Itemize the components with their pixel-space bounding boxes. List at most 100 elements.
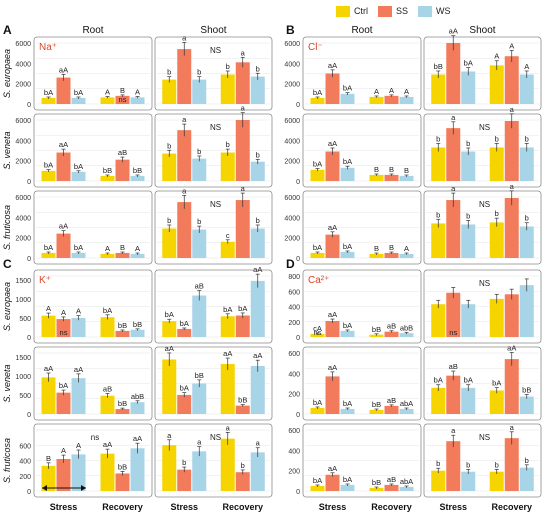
row-label-sfruticosa: S. fruticosa: [2, 438, 12, 483]
ns-annotation: NS: [479, 123, 490, 132]
significance-label: bA: [44, 243, 53, 252]
x-category-label: Stress: [50, 502, 78, 512]
bar-ctrl: [100, 175, 115, 181]
significance-label: a: [167, 431, 172, 440]
significance-label: A: [389, 86, 394, 95]
x-category-label: Recovery: [371, 502, 412, 512]
bar-ws: [130, 175, 145, 181]
bar-ws: [519, 147, 534, 181]
ns-annotation: NS: [210, 200, 221, 209]
significance-label: abB: [131, 392, 144, 401]
significance-label: b: [167, 68, 171, 77]
x-category-label: Stress: [170, 502, 198, 512]
ns-label: ns: [314, 328, 322, 337]
ns-label: ns: [119, 95, 127, 104]
y-tick-label: 6000: [284, 118, 300, 125]
bar-ss: [115, 95, 130, 104]
bar-ss: [235, 120, 250, 181]
significance-label: b: [226, 62, 230, 71]
bar-ss: [504, 438, 519, 491]
bar-ws: [340, 484, 355, 491]
significance-label: bA: [74, 243, 83, 252]
significance-label: bA: [492, 379, 501, 388]
significance-label: B: [389, 165, 394, 174]
bar-ss: [384, 484, 399, 491]
significance-label: bA: [313, 159, 322, 168]
significance-label: bA: [180, 319, 189, 328]
significance-label: bA: [180, 384, 189, 393]
significance-label: bA: [165, 310, 174, 319]
significance-label: A: [46, 304, 51, 313]
y-tick-label: 1500: [15, 355, 31, 362]
bar-ctrl: [100, 453, 115, 491]
significance-label: b: [436, 210, 440, 219]
bar-ss: [235, 405, 250, 414]
bar-ctrl: [41, 465, 56, 491]
bar-ss: [325, 73, 340, 104]
bar-ws: [519, 396, 534, 414]
bar-ss: [56, 392, 71, 414]
significance-label: bA: [343, 84, 352, 93]
significance-label: bA: [343, 157, 352, 166]
significance-label: bB: [522, 385, 531, 394]
bar-ss: [177, 202, 192, 258]
bar-ctrl: [369, 334, 384, 337]
bar-ws: [192, 295, 207, 337]
bar-ws: [340, 93, 355, 104]
bar-ws: [130, 253, 145, 258]
bar-ss: [504, 294, 519, 337]
significance-label: abA: [400, 399, 413, 408]
significance-label: aB: [103, 385, 112, 394]
ns-annotation: ns: [91, 433, 99, 442]
significance-label: b: [256, 64, 260, 73]
bar-ss: [235, 62, 250, 104]
significance-label: A: [524, 62, 529, 71]
bar-ctrl: [162, 321, 177, 337]
bar-ss: [446, 292, 461, 337]
bar-ss: [56, 233, 71, 258]
bar-ss: [446, 128, 461, 181]
arrow-head-left: [42, 485, 47, 491]
bar-ss: [115, 330, 130, 337]
x-category-label: Recovery: [491, 502, 532, 512]
significance-label: a: [226, 423, 231, 432]
significance-label: bA: [59, 381, 68, 390]
ns-annotation: NS: [210, 433, 221, 442]
significance-label: b: [197, 217, 201, 226]
bar-ss: [446, 375, 461, 414]
bar-ctrl: [310, 252, 325, 258]
y-tick-label: 200: [288, 469, 300, 476]
bar-ctrl: [162, 79, 177, 104]
column-header-root: Root: [351, 25, 372, 36]
significance-label: bA: [313, 398, 322, 407]
bar-ctrl: [100, 395, 115, 414]
bar-ctrl: [162, 445, 177, 491]
legend-label-ws: WS: [436, 6, 451, 16]
bar-ss: [177, 328, 192, 337]
bar-ctrl: [41, 377, 56, 414]
bar-ws: [130, 329, 145, 337]
row-label-sveneta: S. veneta: [2, 131, 12, 169]
significance-label: b: [226, 140, 230, 149]
significance-label: b: [466, 460, 470, 469]
significance-label: a: [241, 104, 246, 113]
bar-ss: [177, 49, 192, 104]
significance-label: A: [374, 87, 379, 96]
bar-ctrl: [41, 170, 56, 181]
significance-label: abA: [400, 477, 413, 486]
significance-label: A: [135, 244, 140, 253]
bar-ws: [71, 454, 86, 491]
significance-label: A: [404, 244, 409, 253]
bar-ctrl: [220, 241, 235, 258]
significance-label: aA: [253, 265, 262, 274]
bar-ctrl: [431, 304, 446, 337]
y-tick-label: 0: [296, 256, 300, 263]
significance-label: b: [436, 459, 440, 468]
bar-ctrl: [489, 390, 504, 414]
ns-label: ns: [449, 328, 457, 337]
y-tick-label: 600: [19, 443, 31, 450]
bar-ctrl: [220, 152, 235, 181]
y-tick-label: 0: [296, 335, 300, 342]
bar-ss: [115, 252, 130, 258]
row-label-sfruticosa: S. fruticosa: [2, 205, 12, 250]
